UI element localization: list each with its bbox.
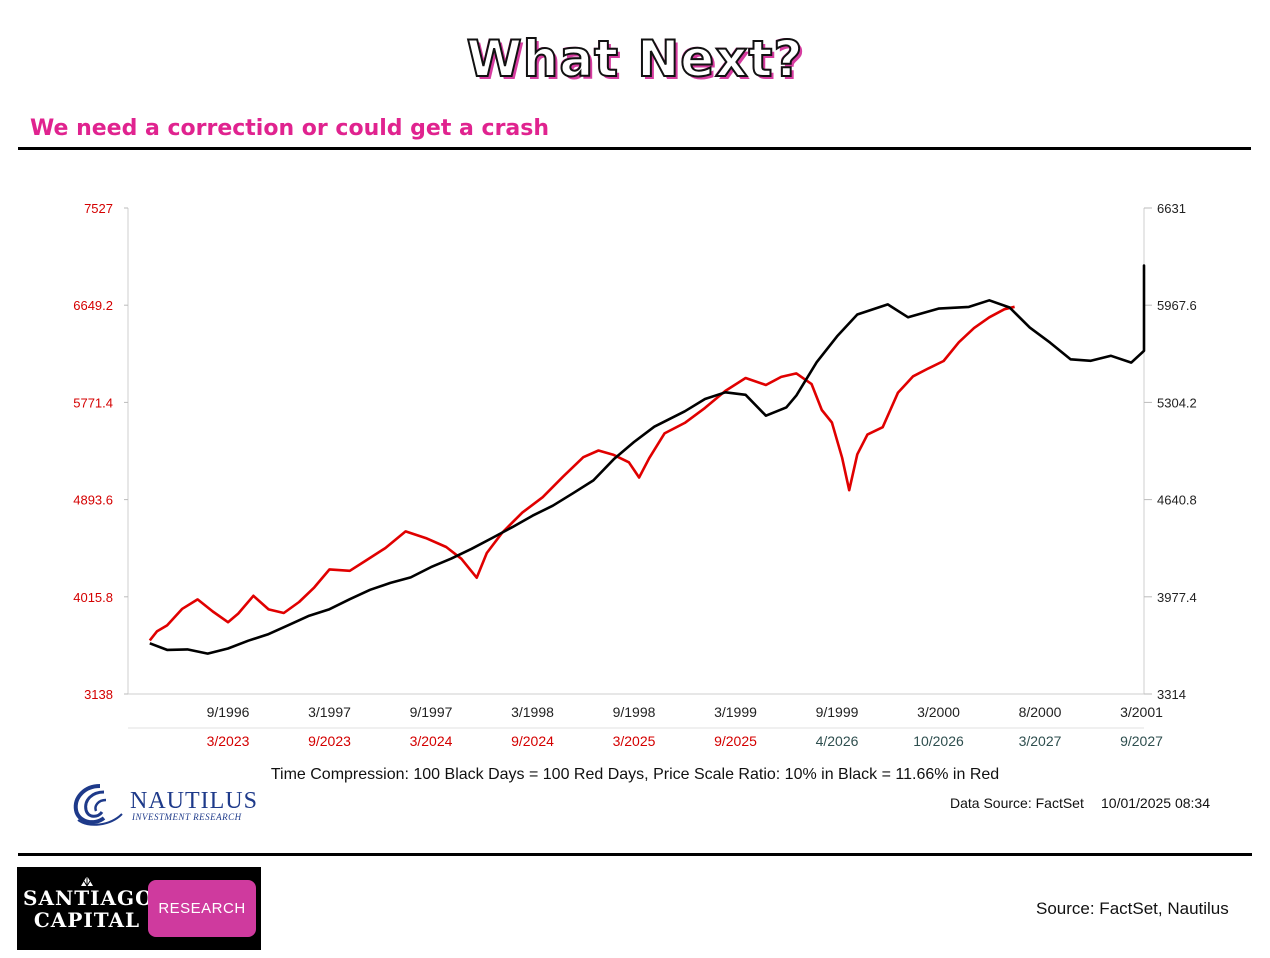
x-tick-label-black: 9/1998 xyxy=(613,704,656,720)
santiago-capital-logo: SANTIAGO CAPITAL RESEARCH xyxy=(17,867,261,950)
santiago-wordmark: SANTIAGO CAPITAL xyxy=(23,886,154,932)
x-tick-label-red: 4/2026 xyxy=(816,733,859,749)
data-source-note: Data Source: FactSet xyxy=(950,795,1084,811)
nautilus-swirl-icon xyxy=(73,784,123,826)
santiago-line-2: CAPITAL xyxy=(33,908,141,932)
x-tick-label-red: 3/2023 xyxy=(207,733,250,749)
x-tick-label-red: 9/2025 xyxy=(714,733,757,749)
chart-series xyxy=(148,264,1146,655)
page-subtitle: We need a correction or could get a cras… xyxy=(30,116,550,141)
x-tick-label-red: 9/2027 xyxy=(1120,733,1163,749)
nautilus-logo: NAUTILUS INVESTMENT RESEARCH xyxy=(70,780,270,828)
black-series-line xyxy=(149,264,1146,655)
x-tick-label-black: 3/1999 xyxy=(714,704,757,720)
shell-icon xyxy=(81,876,93,887)
chart-labels: 7527 6649.2 5771.4 4893.6 4015.8 3138 6631 5967… xyxy=(73,201,1197,749)
x-tick-label-black: 3/2000 xyxy=(917,704,960,720)
right-axis-tick-label: 3977.4 xyxy=(1157,590,1197,605)
left-axis-tick-label: 7527 xyxy=(84,201,113,216)
chart-caption: Time Compression: 100 Black Days = 100 R… xyxy=(271,766,999,783)
x-tick-label-red: 10/2026 xyxy=(913,733,964,749)
right-axis-tick-label: 5967.6 xyxy=(1157,298,1197,313)
timestamp: 10/01/2025 08:34 xyxy=(1101,795,1210,811)
left-axis-tick-label: 3138 xyxy=(84,687,113,702)
left-axis-tick-label: 4015.8 xyxy=(73,590,113,605)
x-tick-label-black: 3/1997 xyxy=(308,704,351,720)
red-series-line xyxy=(148,305,1015,642)
research-label: RESEARCH xyxy=(158,900,246,917)
right-axis-tick-label: 3314 xyxy=(1157,687,1186,702)
bottom-divider xyxy=(18,853,1252,856)
x-tick-label-red: 9/2024 xyxy=(511,733,554,749)
left-axis-tick-label: 4893.6 xyxy=(73,493,113,508)
source-note: Source: FactSet, Nautilus xyxy=(1036,899,1229,918)
x-tick-label-black: 9/1997 xyxy=(410,704,453,720)
x-tick-label-black: 8/2000 xyxy=(1019,704,1062,720)
x-tick-label-red: 3/2025 xyxy=(613,733,656,749)
chart-axes xyxy=(124,207,1152,729)
x-tick-label-red: 3/2027 xyxy=(1019,733,1062,749)
x-tick-label-black: 3/1998 xyxy=(511,704,554,720)
research-badge: RESEARCH xyxy=(148,880,256,937)
right-axis-tick-label: 5304.2 xyxy=(1157,395,1197,410)
santiago-line-1: SANTIAGO xyxy=(23,886,154,910)
x-tick-label-black: 9/1996 xyxy=(207,704,250,720)
right-axis-tick-label: 4640.8 xyxy=(1157,493,1197,508)
left-axis-tick-label: 6649.2 xyxy=(73,298,113,313)
nautilus-name: NAUTILUS xyxy=(130,788,258,814)
x-tick-label-black: 3/2001 xyxy=(1120,704,1163,720)
left-axis-tick-label: 5771.4 xyxy=(73,395,113,410)
x-tick-label-red: 3/2024 xyxy=(410,733,453,749)
x-tick-label-red: 9/2023 xyxy=(308,733,351,749)
x-tick-label-black: 9/1999 xyxy=(816,704,859,720)
right-axis-tick-label: 6631 xyxy=(1157,201,1186,216)
top-divider xyxy=(18,147,1251,150)
page-title: What Next? xyxy=(466,29,804,89)
nautilus-tagline: INVESTMENT RESEARCH xyxy=(132,812,242,822)
